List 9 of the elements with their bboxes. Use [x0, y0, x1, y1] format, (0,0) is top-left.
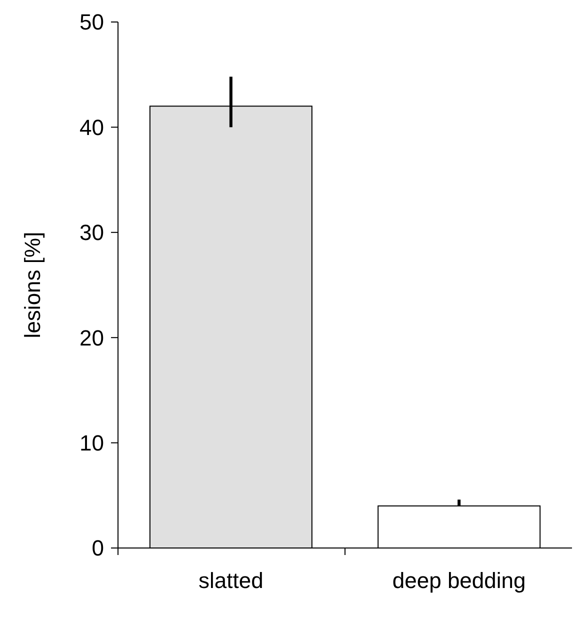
y-tick-label: 10	[80, 430, 104, 456]
y-tick-label: 30	[80, 220, 104, 246]
y-tick-label: 40	[80, 114, 104, 140]
y-tick-label: 0	[92, 536, 104, 561]
x-tick-label: slatted	[198, 568, 264, 593]
x-tick-label: deep bedding	[392, 568, 526, 593]
y-tick-label: 20	[80, 325, 104, 350]
y-axis-title: lesions [%]	[20, 232, 45, 338]
y-tick-label: 50	[80, 10, 104, 35]
